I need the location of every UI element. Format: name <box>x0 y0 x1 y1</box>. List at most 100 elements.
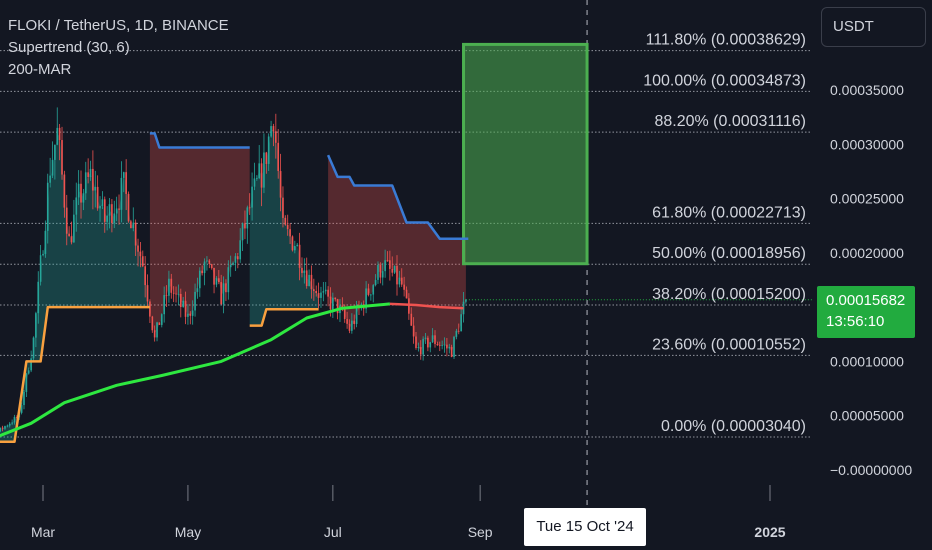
candle-body <box>32 337 35 359</box>
candle-body <box>453 336 455 357</box>
candle-body <box>422 338 424 355</box>
candle-65 <box>115 196 118 222</box>
last-price-value: 0.00015682 <box>826 292 906 309</box>
currency-selector[interactable]: USDT <box>821 7 926 47</box>
ma-legend[interactable]: 200-MAR <box>8 61 72 78</box>
candle-92 <box>179 288 182 318</box>
candle-body <box>68 233 70 237</box>
candle-body <box>125 172 127 194</box>
supertrend-down-line-1 <box>326 154 469 240</box>
candle-89 <box>172 286 175 303</box>
ma200-line-rising <box>0 302 391 438</box>
candle-body <box>94 186 97 191</box>
target-zone <box>462 42 589 266</box>
candle-body <box>227 267 230 293</box>
candle-145 <box>305 257 308 289</box>
candle-body <box>65 207 68 234</box>
candle-body <box>372 285 375 295</box>
candle-171 <box>367 283 370 297</box>
candle-body <box>320 292 322 298</box>
candle-56 <box>94 170 97 208</box>
candle-body <box>184 300 187 317</box>
candle-body <box>239 240 242 260</box>
candle-98 <box>194 283 196 317</box>
candle-63 <box>111 199 113 233</box>
fib-label-3: 61.80% (0.00022713) <box>652 204 806 221</box>
candle-body <box>460 314 462 332</box>
candle-51 <box>82 188 85 211</box>
candle-body <box>210 264 213 268</box>
candle-178 <box>384 249 386 278</box>
candle-body <box>115 208 118 214</box>
candle-205 <box>448 343 451 354</box>
candle-body <box>294 245 296 251</box>
candle-121 <box>248 193 251 215</box>
candle-44 <box>65 194 68 246</box>
candle-body <box>286 224 289 230</box>
candle-body <box>289 229 291 237</box>
candle-72 <box>132 207 135 232</box>
candle-172 <box>370 293 372 301</box>
candle-body <box>427 337 429 348</box>
fib-labels: 111.80% (0.00038629) 100.00% (0.00034873)… <box>643 32 806 435</box>
candle-body <box>196 288 199 292</box>
candle-150 <box>317 282 320 309</box>
candle-137 <box>286 214 289 236</box>
fib-label-5: 38.20% (0.00015200) <box>652 286 806 303</box>
candle-body <box>455 330 458 337</box>
candle-20 <box>8 421 11 428</box>
candle-body <box>84 172 87 194</box>
candle-34 <box>42 250 44 257</box>
candle-212 <box>465 298 467 304</box>
candle-106 <box>213 267 215 294</box>
candle-body <box>377 264 379 280</box>
candle-body <box>141 256 144 267</box>
candle-body <box>213 267 215 285</box>
candle-body <box>1 427 4 429</box>
candle-body <box>246 207 249 229</box>
candle-body <box>132 222 135 229</box>
x-tick-4: 2025 <box>754 524 785 540</box>
candle-182 <box>393 265 396 275</box>
candle-50 <box>80 170 82 219</box>
candle-body <box>282 197 284 218</box>
candle-body <box>260 163 263 188</box>
candle-107 <box>215 276 218 288</box>
candle-body <box>291 236 294 251</box>
candle-68 <box>122 171 125 193</box>
candle-body <box>267 136 270 164</box>
candle-body <box>415 336 417 348</box>
candle-61 <box>106 206 108 231</box>
candle-body <box>46 182 49 231</box>
candle-144 <box>303 258 306 284</box>
candle-body <box>139 251 142 257</box>
candle-117 <box>239 228 242 263</box>
supertrend-legend[interactable]: Supertrend (30, 6) <box>8 39 130 56</box>
candle-body <box>113 213 116 223</box>
fib-label-1: 100.00% (0.00034873) <box>643 72 806 89</box>
fib-label-2: 88.20% (0.00031116) <box>654 113 806 130</box>
candle-body <box>58 127 61 141</box>
candle-body <box>160 314 163 325</box>
symbol-title[interactable]: FLOKI / TetherUS, 1D, BINANCE <box>8 17 229 34</box>
candle-body <box>403 284 405 290</box>
candle-body <box>317 293 320 298</box>
candle-128 <box>265 151 268 174</box>
candle-190 <box>412 317 415 344</box>
candle-187 <box>405 286 408 299</box>
supertrend-fills <box>0 128 466 442</box>
candle-body <box>396 265 398 285</box>
candle-body <box>82 193 85 203</box>
candle-146 <box>308 269 310 287</box>
candle-body <box>308 274 310 287</box>
candle-21 <box>11 419 13 426</box>
candle-177 <box>381 262 384 286</box>
candle-103 <box>206 256 208 271</box>
candle-81 <box>153 325 156 342</box>
candle-152 <box>322 281 325 302</box>
candle-201 <box>438 341 441 352</box>
indicator-lines <box>0 132 469 444</box>
candle-200 <box>436 341 439 346</box>
candle-207 <box>453 335 455 360</box>
